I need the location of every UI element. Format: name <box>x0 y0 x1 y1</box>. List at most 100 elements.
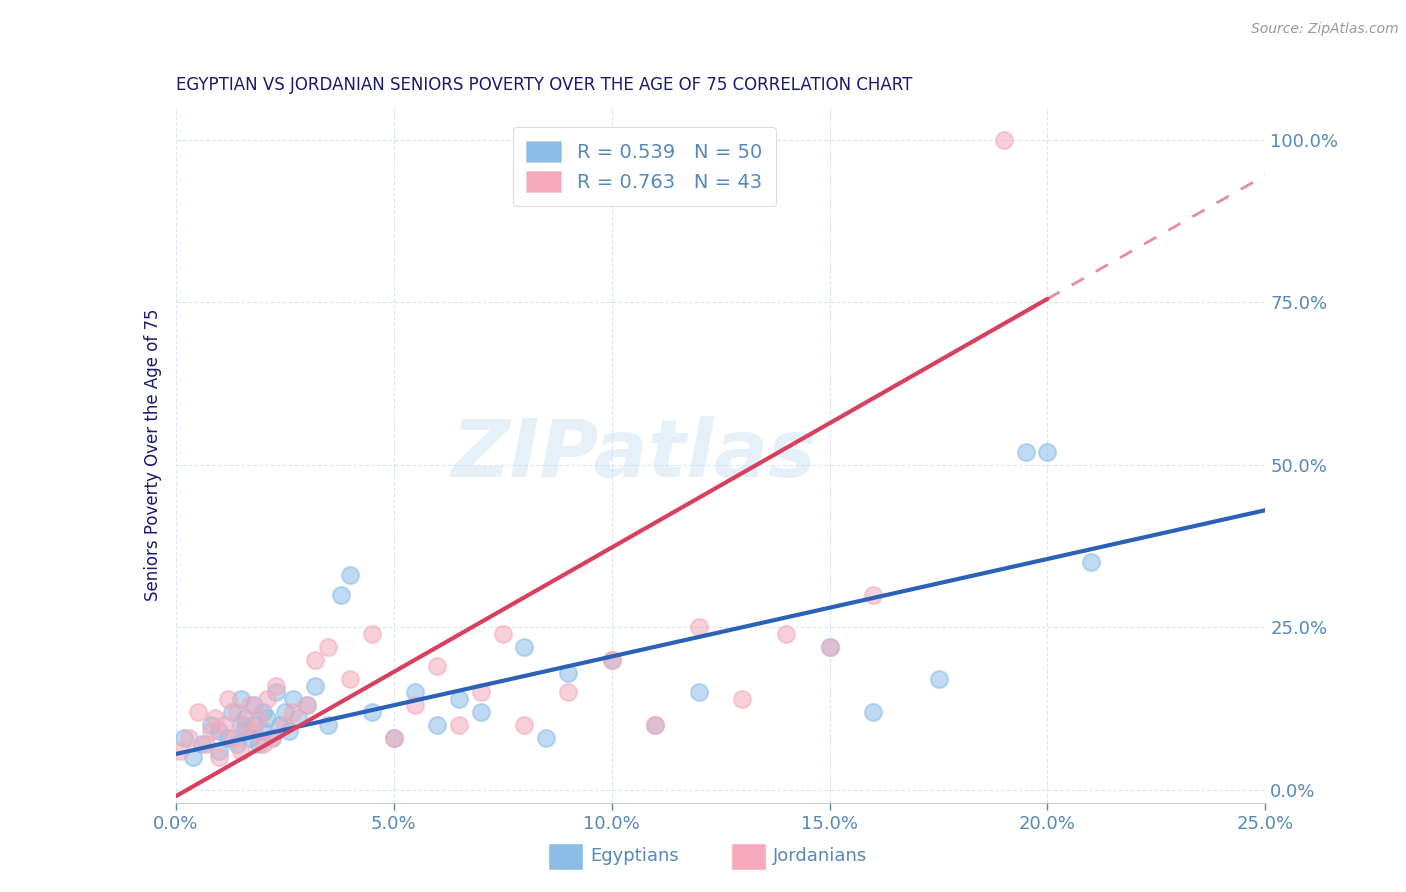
Point <box>447 691 470 706</box>
Text: Jordanians: Jordanians <box>773 847 868 865</box>
Point <box>993 132 1015 146</box>
Point <box>235 724 257 739</box>
Point <box>264 679 287 693</box>
Point <box>221 705 243 719</box>
Point <box>274 705 297 719</box>
Point <box>247 711 270 725</box>
Point <box>177 731 200 745</box>
Point <box>231 718 253 732</box>
Point <box>688 620 710 634</box>
Point <box>470 685 492 699</box>
Point <box>252 724 274 739</box>
Point <box>644 718 666 732</box>
Point <box>191 737 214 751</box>
Point <box>264 685 287 699</box>
Point <box>928 672 950 686</box>
Point <box>492 626 515 640</box>
Point <box>283 691 305 706</box>
Text: Egyptians: Egyptians <box>591 847 679 865</box>
Point <box>318 640 340 654</box>
Point <box>818 640 841 654</box>
Point <box>513 640 536 654</box>
Point <box>382 731 405 745</box>
Point <box>304 679 326 693</box>
Point <box>534 731 557 745</box>
Point <box>169 744 191 758</box>
Point <box>318 718 340 732</box>
Point <box>243 698 266 713</box>
Point <box>225 705 247 719</box>
Point <box>360 705 382 719</box>
Point <box>731 691 754 706</box>
Point <box>405 685 427 699</box>
Point <box>382 731 405 745</box>
Point <box>600 653 623 667</box>
Point <box>862 588 884 602</box>
Point <box>225 737 247 751</box>
Point <box>688 685 710 699</box>
Point <box>239 698 262 713</box>
Point <box>217 731 239 745</box>
Point <box>557 685 579 699</box>
Text: ZIPatlas: ZIPatlas <box>451 416 815 494</box>
Point <box>405 698 427 713</box>
Y-axis label: Seniors Poverty Over the Age of 75: Seniors Poverty Over the Age of 75 <box>143 309 162 601</box>
Point <box>862 705 884 719</box>
Point <box>287 711 309 725</box>
Point <box>181 750 204 764</box>
Point <box>283 705 305 719</box>
Legend: R = 0.539   N = 50, R = 0.763   N = 43: R = 0.539 N = 50, R = 0.763 N = 43 <box>513 128 776 205</box>
Point <box>278 724 301 739</box>
Point <box>235 711 257 725</box>
Point <box>426 659 449 673</box>
Point <box>260 731 283 745</box>
Point <box>426 718 449 732</box>
Text: Source: ZipAtlas.com: Source: ZipAtlas.com <box>1251 22 1399 37</box>
Point <box>295 698 318 713</box>
Point <box>208 744 231 758</box>
Point <box>818 640 841 654</box>
Point <box>212 718 235 732</box>
Point <box>339 568 361 582</box>
Point <box>295 698 318 713</box>
Point <box>173 731 195 745</box>
Point <box>243 718 266 732</box>
Point <box>252 705 274 719</box>
Point <box>239 731 262 745</box>
Point <box>274 718 297 732</box>
Point <box>204 711 226 725</box>
Point <box>557 665 579 680</box>
Point <box>221 731 243 745</box>
Text: EGYPTIAN VS JORDANIAN SENIORS POVERTY OVER THE AGE OF 75 CORRELATION CHART: EGYPTIAN VS JORDANIAN SENIORS POVERTY OV… <box>176 77 912 95</box>
Point <box>231 744 253 758</box>
Point <box>208 724 231 739</box>
Point <box>644 718 666 732</box>
Point <box>200 718 222 732</box>
Point <box>447 718 470 732</box>
Point <box>200 724 222 739</box>
Point <box>247 737 270 751</box>
Point <box>600 653 623 667</box>
Point <box>330 588 353 602</box>
Point <box>256 691 278 706</box>
Point <box>217 691 239 706</box>
Point <box>1080 555 1102 569</box>
Point <box>513 718 536 732</box>
Point <box>360 626 382 640</box>
Point <box>1015 444 1038 458</box>
Point <box>256 711 278 725</box>
Point <box>195 737 218 751</box>
Point <box>252 737 274 751</box>
Point <box>304 653 326 667</box>
Point <box>208 750 231 764</box>
Point <box>260 731 283 745</box>
Point <box>186 705 209 719</box>
Point <box>269 718 291 732</box>
Point <box>231 691 253 706</box>
Point <box>235 718 257 732</box>
Point <box>470 705 492 719</box>
Point <box>1036 444 1059 458</box>
Point <box>775 626 797 640</box>
Point <box>243 724 266 739</box>
Point <box>339 672 361 686</box>
